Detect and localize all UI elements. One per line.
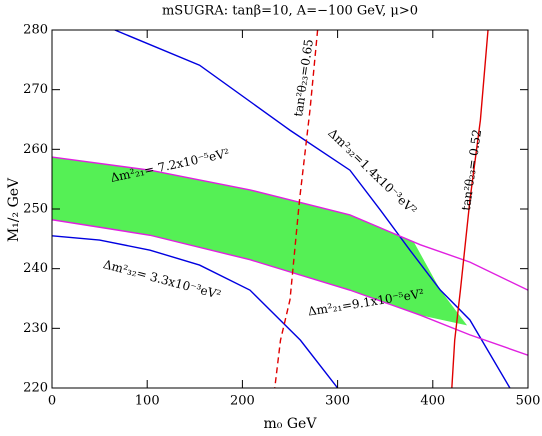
- x-tick-label: 0: [48, 394, 56, 409]
- x-tick-label: 200: [230, 394, 255, 409]
- annotation: Δm²₃₂= 3.3x10⁻³eV²: [102, 257, 223, 302]
- x-tick-label: 500: [516, 394, 541, 409]
- allowed-region: [52, 157, 468, 326]
- curve: [114, 30, 511, 388]
- y-tick-label: 280: [23, 23, 48, 38]
- y-tick-label: 230: [23, 321, 48, 336]
- y-tick-label: 260: [23, 142, 48, 157]
- curve: [52, 235, 339, 388]
- y-tick-label: 250: [23, 202, 48, 217]
- y-tick-label: 240: [23, 261, 48, 276]
- curve: [274, 30, 319, 388]
- x-axis-label: m₀ GeV: [264, 416, 318, 432]
- curve: [52, 156, 528, 291]
- curve: [451, 30, 489, 388]
- curve: [52, 219, 528, 356]
- x-tick-label: 300: [325, 394, 350, 409]
- annotation: tan²θ₂₃=0.65: [291, 38, 316, 117]
- chart-title: mSUGRA: tanβ=10, A=−100 GeV, μ>0: [162, 4, 418, 19]
- y-tick-label: 220: [23, 381, 48, 396]
- y-axis-label: M₁/₂ GeV: [6, 177, 22, 242]
- y-tick-label: 270: [23, 82, 48, 97]
- x-tick-label: 400: [420, 394, 445, 409]
- annotation: tan²θ₂₃= 0.52: [459, 128, 484, 211]
- x-tick-label: 100: [135, 394, 160, 409]
- annotation: Δm²₃₂=1.4x10⁻³eV²: [325, 126, 419, 218]
